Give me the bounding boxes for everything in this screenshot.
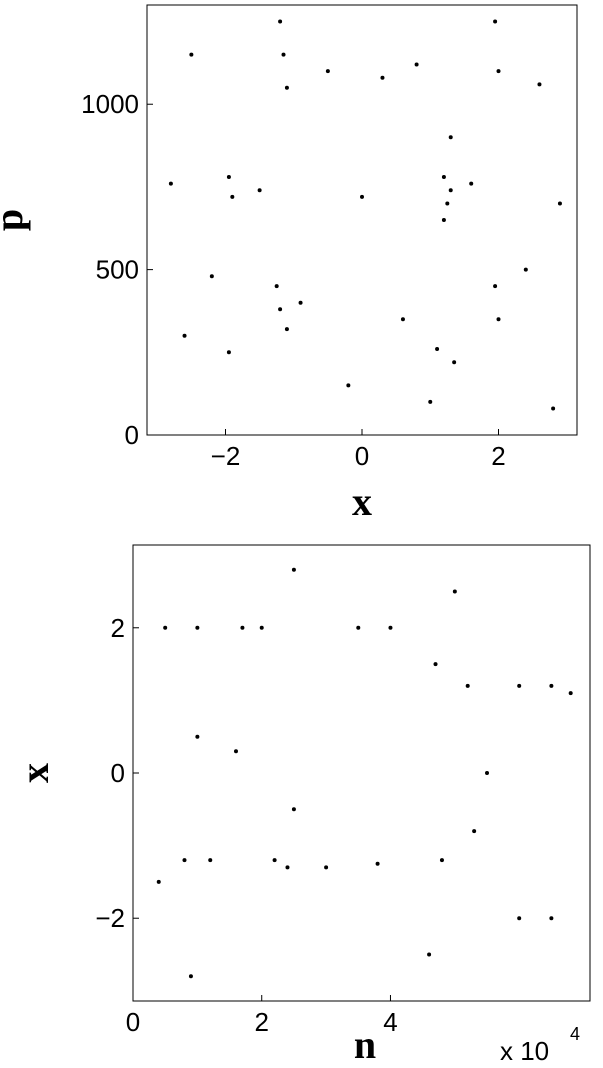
point: [325, 69, 330, 74]
point: [182, 333, 187, 338]
x-tick-label: 2: [254, 1007, 268, 1037]
point: [230, 194, 235, 199]
point: [156, 879, 161, 884]
x-tick-label: 4: [383, 1007, 397, 1037]
point: [435, 347, 440, 351]
point: [189, 52, 194, 57]
x-tick-label: 2: [491, 441, 505, 471]
x-tick-label: 0: [355, 441, 369, 471]
point: [182, 858, 187, 863]
point: [568, 691, 573, 696]
point: [427, 952, 432, 957]
point: [291, 567, 296, 572]
point: [388, 625, 393, 630]
point: [551, 406, 556, 411]
point: [240, 625, 245, 630]
point: [439, 858, 444, 863]
point: [549, 916, 554, 921]
point: [472, 829, 477, 834]
point: [195, 625, 200, 630]
point: [465, 683, 470, 688]
y-tick-label: 0: [111, 758, 125, 788]
point: [517, 683, 522, 688]
point: [226, 175, 231, 179]
point: [469, 181, 474, 186]
point: [433, 662, 438, 667]
point: [233, 749, 238, 754]
point: [485, 771, 490, 775]
x-multiplier: x 10: [500, 1036, 549, 1066]
point: [274, 284, 279, 289]
point: [284, 327, 289, 332]
point: [493, 284, 498, 289]
point: [298, 300, 303, 305]
y-tick-label: 1000: [81, 89, 139, 119]
plot-frame: [146, 4, 578, 436]
point: [414, 62, 419, 67]
point: [195, 734, 200, 739]
point: [448, 188, 453, 193]
point: [163, 625, 168, 630]
point: [278, 307, 283, 312]
point: [209, 274, 214, 279]
point: [445, 201, 450, 206]
x-tick-label: −2: [211, 441, 241, 471]
x-axis-label: n: [354, 1022, 376, 1067]
point: [549, 683, 554, 688]
point: [346, 383, 351, 388]
x-axis-label: x: [352, 479, 372, 524]
point: [493, 19, 498, 24]
point: [523, 267, 528, 272]
point: [284, 85, 289, 90]
point: [517, 916, 522, 921]
point: [452, 360, 457, 365]
point: [324, 865, 329, 870]
point: [272, 858, 277, 863]
point: [496, 69, 501, 74]
y-tick-label: 0: [125, 420, 139, 450]
point: [226, 350, 231, 355]
point: [380, 75, 385, 80]
point: [257, 188, 262, 193]
y-tick-label: 2: [111, 613, 125, 643]
y-axis-label: p: [0, 209, 31, 231]
point: [537, 82, 542, 87]
point: [281, 52, 286, 57]
point: [452, 589, 457, 594]
point: [496, 317, 501, 322]
point: [208, 858, 213, 863]
point: [356, 625, 361, 630]
point: [168, 181, 173, 186]
point: [360, 194, 364, 199]
x-tick-label: 0: [126, 1007, 140, 1037]
point: [441, 175, 446, 179]
point: [285, 865, 290, 870]
point: [278, 19, 283, 24]
point: [557, 201, 562, 206]
point: [428, 399, 433, 404]
point: [259, 625, 264, 630]
y-tick-label: 500: [96, 255, 139, 285]
plot-frame: [132, 544, 591, 1002]
point: [448, 135, 453, 140]
y-axis-label: x: [12, 763, 57, 783]
point: [375, 861, 380, 866]
y-tick-label: −2: [95, 903, 125, 933]
point: [441, 218, 446, 222]
x-multiplier-exp: 4: [570, 1024, 580, 1044]
point: [188, 974, 193, 979]
point: [400, 317, 405, 322]
point: [291, 807, 296, 812]
